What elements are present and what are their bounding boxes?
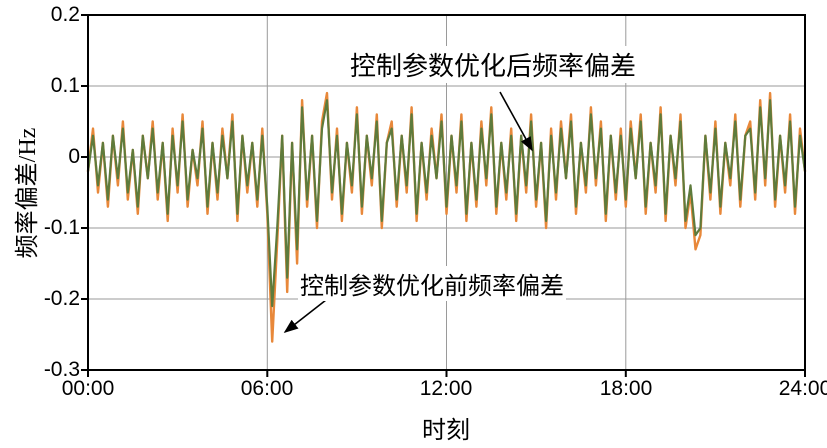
x-tick-label: 18:00 <box>599 377 653 400</box>
x-axis-title: 时刻 <box>422 418 470 444</box>
annotation-arrow-before <box>283 299 327 333</box>
annotation-before-optimization: 控制参数优化前频率偏差 <box>298 266 566 301</box>
series-line-before <box>86 91 807 343</box>
x-tick-label: 12:00 <box>419 377 473 400</box>
y-tick-label: -0.2 <box>43 287 80 310</box>
y-tick-label: 0.1 <box>50 74 80 97</box>
x-tick-label: 00:00 <box>61 377 115 400</box>
y-tick-label: -0.1 <box>43 216 80 239</box>
annotation-after-optimization: 控制参数优化后频率偏差 <box>348 46 639 83</box>
series-line-after <box>86 99 807 308</box>
y-tick-label: -0.3 <box>43 358 80 381</box>
x-tick-label: 06:00 <box>240 377 294 400</box>
annotation-arrow-after <box>499 91 533 152</box>
y-tick-label: 0.2 <box>50 3 80 26</box>
axis-ticks <box>81 14 806 377</box>
x-tick-label: 24:00 <box>778 377 827 400</box>
y-axis-title: 频率偏差/Hz <box>15 127 41 259</box>
y-tick-label: 0 <box>68 145 80 168</box>
